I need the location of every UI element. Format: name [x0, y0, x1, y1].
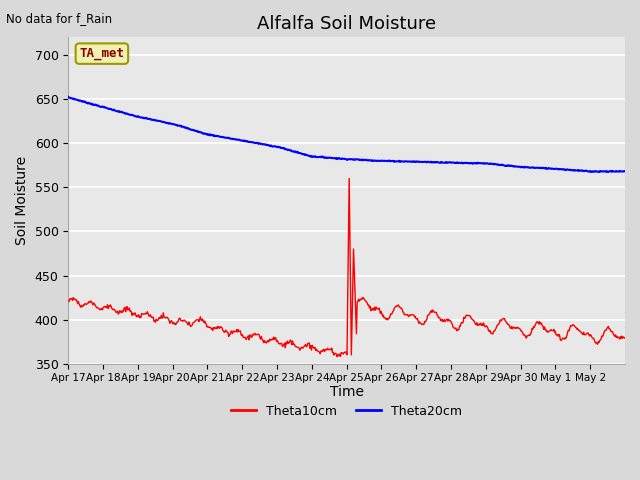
Legend: Theta10cm, Theta20cm: Theta10cm, Theta20cm	[227, 400, 467, 423]
Text: No data for f_Rain: No data for f_Rain	[6, 12, 113, 25]
Title: Alfalfa Soil Moisture: Alfalfa Soil Moisture	[257, 15, 436, 33]
X-axis label: Time: Time	[330, 385, 364, 399]
Y-axis label: Soil Moisture: Soil Moisture	[15, 156, 29, 245]
Text: TA_met: TA_met	[79, 47, 124, 60]
